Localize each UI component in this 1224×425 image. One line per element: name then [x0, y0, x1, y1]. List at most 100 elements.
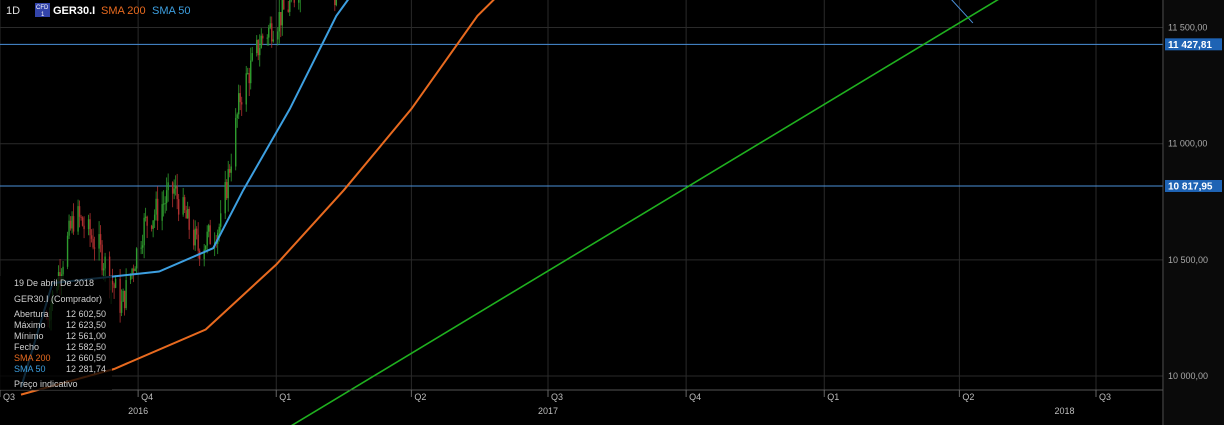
quarter-label: Q4	[689, 392, 701, 402]
candle-body	[141, 245, 144, 248]
candle-body	[177, 199, 180, 215]
y-tick-label: 10 500,00	[1168, 255, 1208, 265]
sma200-legend[interactable]: SMA 200	[101, 5, 146, 17]
timeframe-label[interactable]: 1D	[6, 5, 20, 17]
sma50-legend[interactable]: SMA 50	[152, 5, 191, 17]
candle-body	[280, 12, 282, 26]
candle-body	[239, 93, 241, 103]
candle-body	[257, 39, 259, 56]
candle-body	[66, 235, 69, 267]
candle-body	[167, 182, 169, 191]
candle-body	[114, 278, 117, 288]
quarter-label: Q1	[827, 392, 839, 402]
candle-body	[182, 197, 184, 215]
info-label-open: Abertura	[14, 309, 49, 319]
candle-body	[247, 73, 249, 75]
candle-body	[195, 228, 198, 235]
quarter-label: Q3	[1099, 392, 1111, 402]
info-label-sma200: SMA 200	[14, 353, 51, 363]
info-label-high: Máximo	[14, 320, 46, 330]
info-panel: 19 De abril De 2018 GER30.I (Comprador) …	[0, 276, 112, 390]
quarter-label: Q1	[279, 392, 291, 402]
candle-body	[93, 247, 96, 249]
symbol-label[interactable]: GER30.I	[53, 5, 95, 17]
candle-body	[278, 12, 280, 32]
cfd-badge-sub: 1	[41, 12, 45, 18]
candle-body	[289, 0, 291, 12]
info-label-low: Mínimo	[14, 331, 44, 341]
y-tick-label: 11 000,00	[1168, 139, 1207, 149]
candle-body	[174, 186, 177, 189]
candle-body	[140, 247, 142, 249]
candle-body	[134, 268, 136, 272]
sma50-line	[20, 0, 350, 388]
candle-body	[283, 0, 285, 10]
candle-body	[281, 0, 283, 26]
quarter-label: Q3	[551, 392, 563, 402]
candle-body	[113, 284, 115, 288]
candle-body	[171, 182, 174, 194]
info-label-sma50: SMA 50	[14, 364, 46, 374]
candle-body	[204, 245, 207, 250]
candle-body	[218, 226, 220, 233]
candle-body	[164, 203, 166, 205]
chart-header: 1D CFD 1 GER30.I SMA 200 SMA 50	[6, 3, 191, 18]
info-date: 19 De abril De 2018	[14, 278, 94, 288]
candle-body	[188, 208, 190, 230]
candle-body	[92, 238, 94, 248]
info-title: GER30.I (Comprador)	[14, 294, 102, 304]
candle-body	[186, 208, 189, 219]
trend-lines	[290, 0, 999, 425]
cfd-badge: CFD	[36, 5, 49, 11]
candle-body	[153, 214, 156, 221]
candle-body	[123, 290, 126, 309]
candle-body	[89, 219, 91, 236]
candle-body	[90, 235, 93, 239]
candle-body	[183, 197, 186, 211]
candle-body	[122, 290, 124, 302]
year-label: 2016	[128, 406, 148, 416]
candle-body	[241, 102, 243, 105]
quarter-label: Q3	[3, 392, 15, 402]
candle-body	[77, 206, 79, 232]
price-axis-panel	[1164, 0, 1224, 425]
candle-body	[176, 186, 178, 200]
candle-body	[62, 266, 64, 275]
info-value-low: 12 561,00	[66, 331, 106, 341]
candle-body	[173, 188, 175, 194]
info-panel-bg	[0, 276, 112, 390]
candle-body	[111, 280, 114, 285]
candle-body	[135, 248, 138, 269]
candle-body	[335, 0, 338, 6]
candle-body	[271, 23, 273, 42]
candle-body	[161, 204, 163, 221]
info-value-open: 12 602,50	[66, 309, 106, 319]
quarter-label: Q2	[414, 392, 426, 402]
candle-body	[256, 39, 258, 54]
quarter-label: Q4	[141, 392, 153, 402]
candle-body	[287, 9, 289, 12]
moving-averages	[20, 0, 495, 396]
candle-body	[99, 234, 102, 245]
candle-body	[209, 225, 211, 245]
price-label: 10 817,95	[1168, 181, 1213, 192]
candle-body	[262, 35, 264, 39]
candle-body	[162, 203, 165, 205]
candle-body	[78, 206, 81, 217]
y-tick-label: 10 000,00	[1168, 371, 1208, 381]
uptrend-line	[290, 0, 999, 425]
candle-body	[229, 169, 231, 173]
candle-body	[197, 234, 199, 251]
horizontal-levels	[0, 43, 1163, 187]
y-tick-label: 11 500,00	[1168, 23, 1207, 33]
candle-body	[192, 229, 195, 246]
candle-body	[245, 73, 247, 105]
channel-line	[951, 0, 974, 24]
candle-body	[224, 182, 226, 214]
candle-body	[226, 182, 228, 199]
candle-body	[152, 220, 154, 229]
info-value-close: 12 582,50	[66, 342, 106, 352]
